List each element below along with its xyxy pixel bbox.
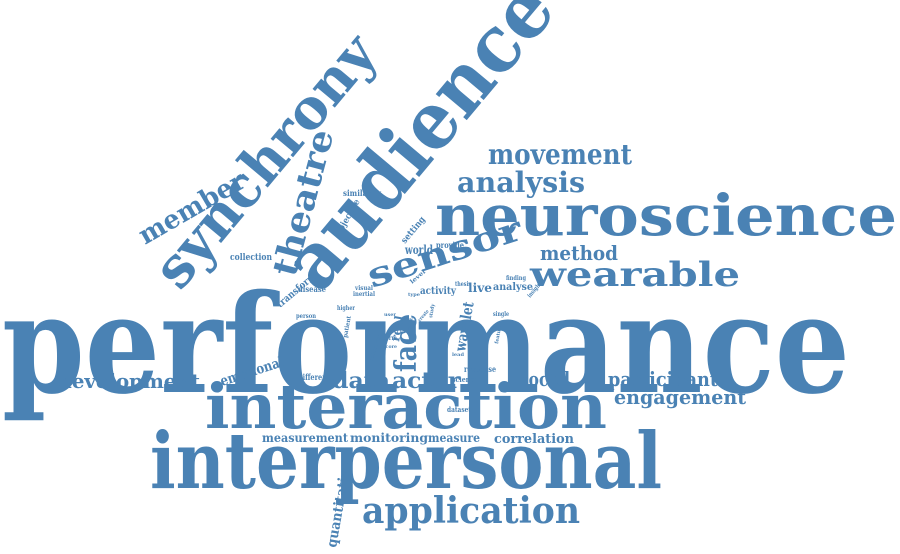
word-method: method xyxy=(540,241,618,265)
word-measure: measure xyxy=(428,431,480,445)
word-higher: higher xyxy=(337,305,356,312)
word-data: data xyxy=(332,368,390,394)
word-user: user xyxy=(384,312,396,318)
word-inertial: inertial xyxy=(353,291,376,298)
word-finding: finding xyxy=(506,275,527,282)
word-world: world xyxy=(404,243,433,257)
word-social: social xyxy=(520,367,570,391)
word-term: term xyxy=(383,335,398,342)
word-science: science xyxy=(452,375,478,384)
word-correlation: correlation xyxy=(494,432,575,447)
word-analyse: analyse xyxy=(493,282,533,293)
word-development: development xyxy=(58,369,201,393)
word-type: type xyxy=(408,292,420,298)
word-lead: lead xyxy=(452,352,464,358)
word-monitoring: monitoring xyxy=(350,431,429,445)
word-dataset: dataset xyxy=(447,405,472,414)
word-engagement: engagement xyxy=(614,385,747,409)
word-similarity: similarity xyxy=(343,188,381,198)
word-analysis: analysis xyxy=(457,166,585,199)
word-different: different xyxy=(298,372,330,382)
word-live: live xyxy=(468,281,492,295)
word-activity: activity xyxy=(420,286,457,297)
word-thesis: thesis xyxy=(455,281,471,288)
word-collection: collection xyxy=(230,253,272,263)
word-single: single xyxy=(493,311,509,318)
word-response: response xyxy=(464,364,496,374)
word-score: score xyxy=(383,344,397,350)
word-person: person xyxy=(296,313,317,320)
word-measurement: measurement xyxy=(262,431,348,445)
word-provide: provide xyxy=(436,240,464,250)
word-disease: disease xyxy=(298,284,326,294)
word-application: application xyxy=(362,490,580,532)
word-actor: actor xyxy=(392,368,460,394)
